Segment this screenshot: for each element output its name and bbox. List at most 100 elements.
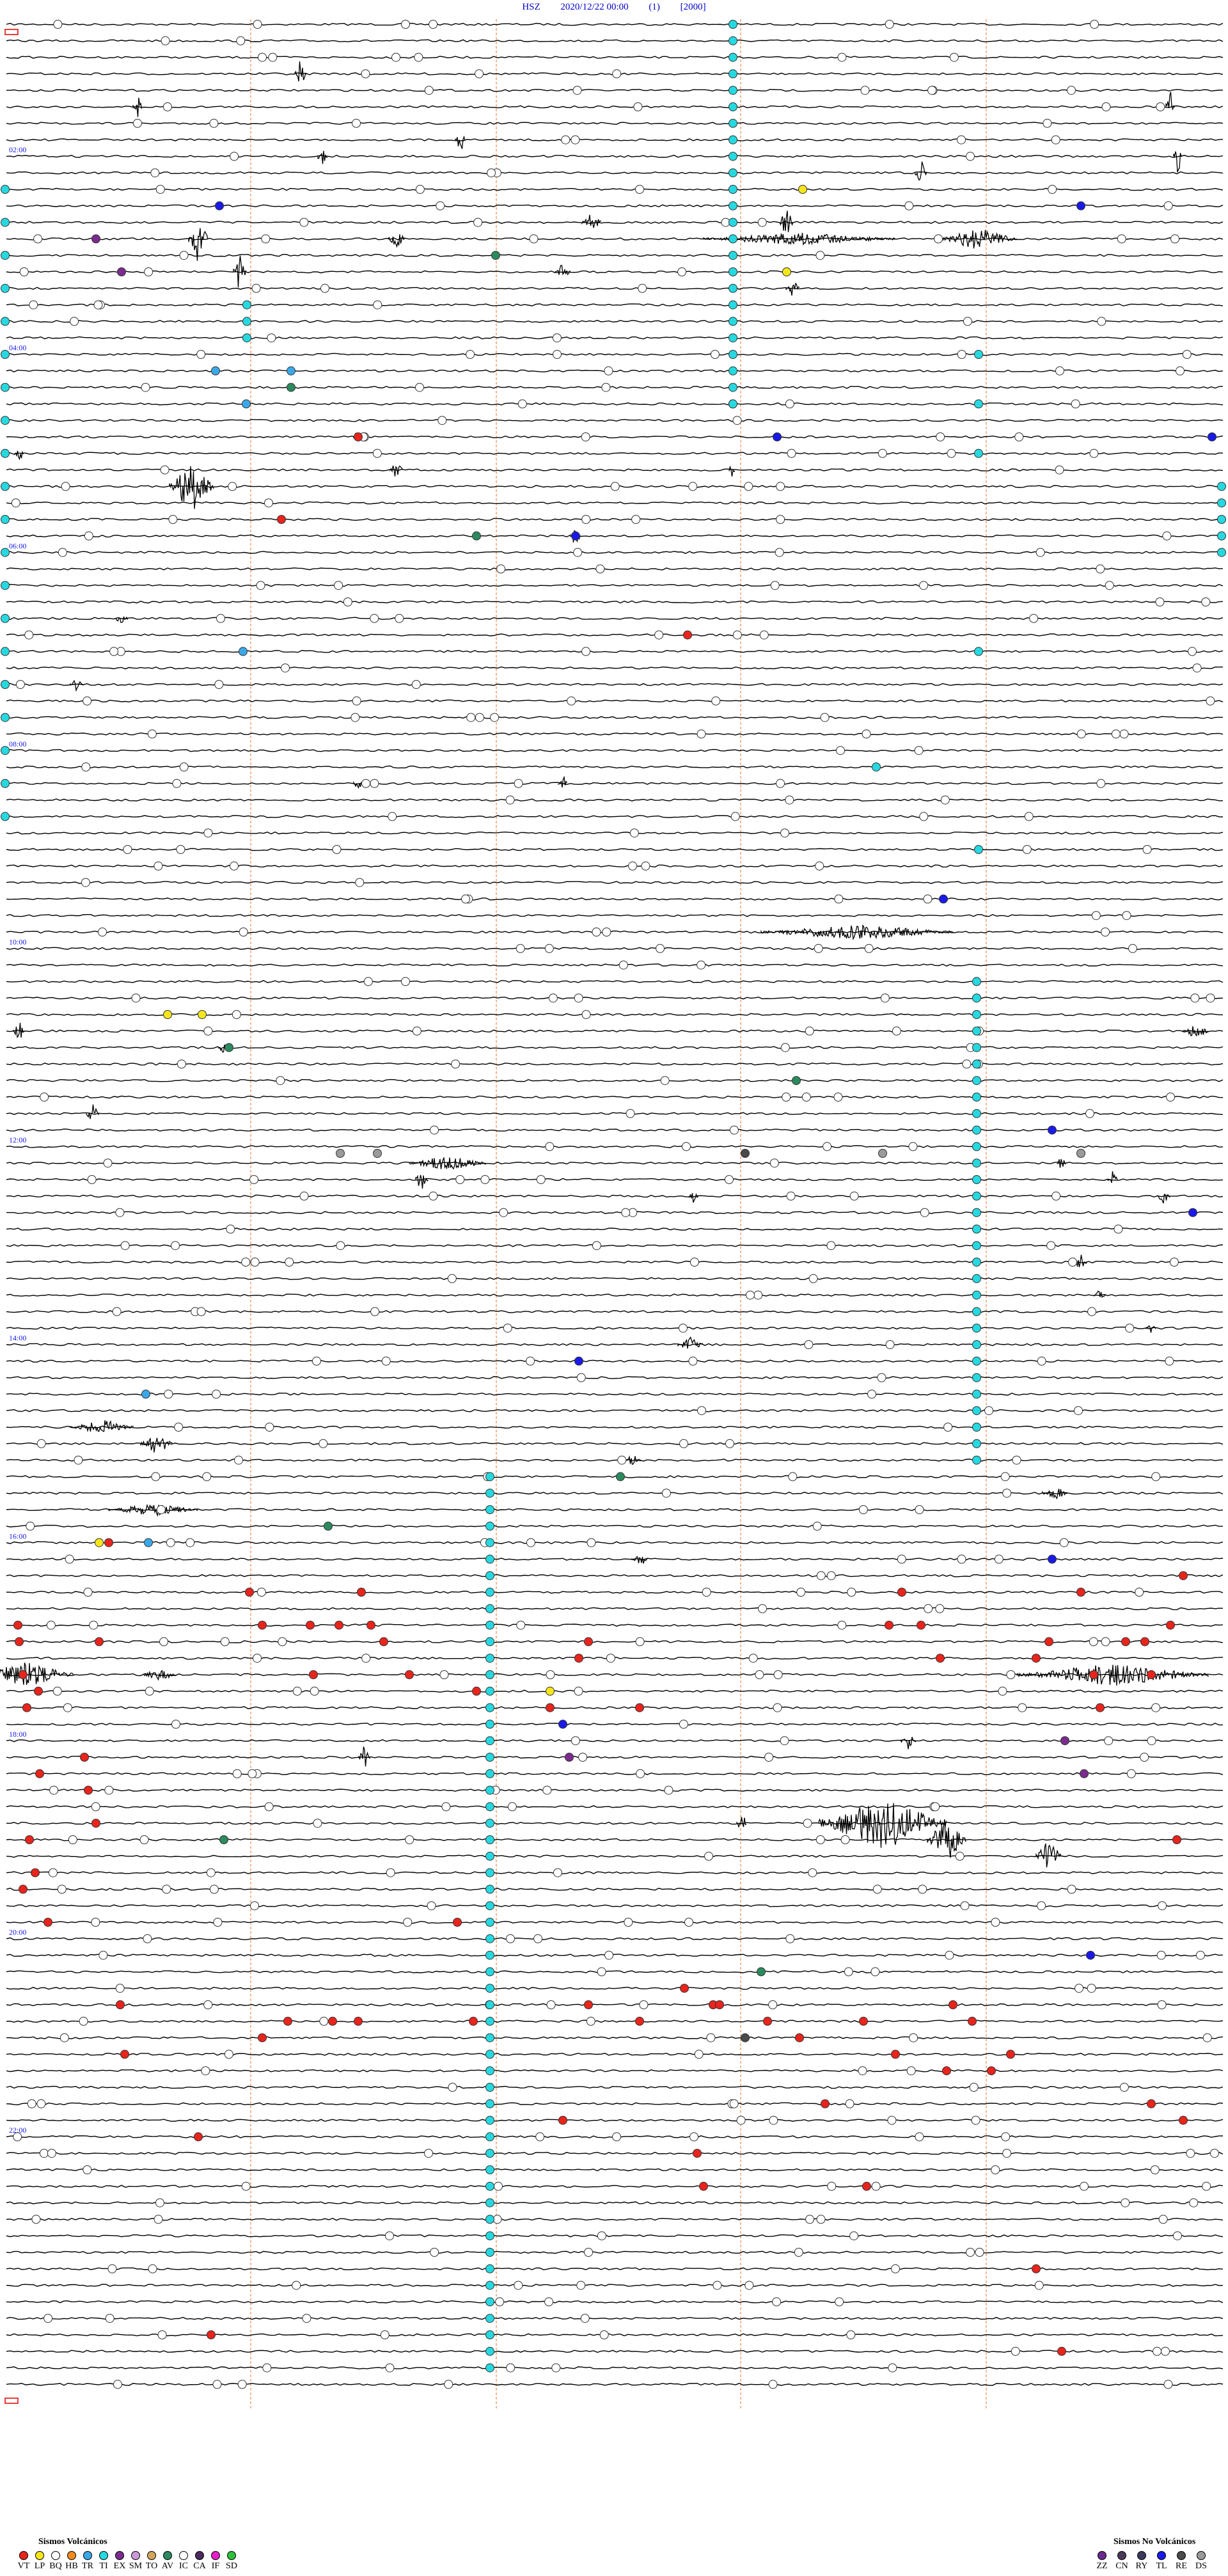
event-marker-131	[1155, 597, 1165, 606]
trace-row-85	[6, 1409, 1224, 1412]
legend-item-ic: IC	[173, 2551, 194, 2572]
trace-row-15	[6, 253, 1224, 257]
event-marker-500	[424, 2149, 434, 2158]
event-marker-764	[987, 2066, 996, 2076]
event-marker-178	[940, 795, 950, 805]
event-burst-49	[358, 1746, 371, 1767]
legend-swatch-cn	[1117, 2551, 1126, 2560]
event-marker-649	[485, 2000, 494, 2009]
event-marker-50	[757, 217, 767, 227]
event-burst-25	[760, 924, 954, 940]
trace-row-87	[6, 1442, 1224, 1446]
trace-row-16	[6, 270, 1224, 274]
event-marker-633	[485, 1736, 494, 1746]
event-marker-793	[1208, 432, 1216, 441]
trace-row-17	[6, 287, 1224, 290]
trace-row-136	[6, 2250, 1224, 2254]
event-marker-394	[578, 1753, 588, 1762]
event-marker-614	[972, 1423, 981, 1432]
event-marker-351	[1135, 1588, 1144, 1597]
event-marker-145	[109, 647, 119, 656]
trace-row-32	[6, 534, 1224, 538]
event-marker-395	[1140, 1753, 1149, 1762]
event-marker-37	[966, 152, 975, 161]
event-marker-626	[485, 1620, 494, 1630]
event-marker-81	[1176, 366, 1185, 375]
event-burst-50	[736, 1817, 747, 1828]
event-marker-536	[292, 2280, 301, 2290]
event-marker-606	[972, 1290, 981, 1300]
event-marker-3	[253, 20, 262, 29]
event-marker-759	[328, 2016, 337, 2026]
event-marker-483	[845, 2099, 854, 2108]
event-marker-679	[1, 416, 10, 425]
event-burst-54	[558, 775, 568, 788]
event-marker-639	[485, 1835, 494, 1844]
legend-swatch-ti	[99, 2551, 108, 2560]
event-burst-5	[1165, 91, 1175, 111]
event-marker-584	[728, 366, 737, 375]
event-marker-65	[320, 283, 329, 293]
event-marker-629	[485, 1670, 494, 1679]
event-marker-694	[1217, 515, 1226, 524]
event-marker-605	[972, 1274, 981, 1283]
event-marker-775	[763, 2016, 772, 2026]
event-marker-665	[485, 2264, 494, 2273]
event-marker-30	[1043, 118, 1052, 128]
event-marker-722	[306, 1620, 315, 1630]
event-marker-478	[1119, 2083, 1129, 2092]
event-marker-293	[196, 1307, 206, 1316]
trace-row-49	[6, 815, 1224, 818]
event-marker-432	[57, 1885, 67, 1894]
event-marker-652	[485, 2050, 494, 2059]
event-marker-730	[472, 1686, 481, 1696]
event-marker-21	[424, 86, 434, 95]
event-marker-414	[803, 1819, 812, 1828]
event-marker-195	[815, 861, 824, 871]
event-marker-731	[546, 1703, 555, 1712]
trace-row-23	[6, 386, 1224, 389]
event-marker-287	[447, 1274, 457, 1283]
event-marker-569	[728, 118, 737, 128]
event-marker-29	[132, 118, 142, 128]
event-burst-33	[1157, 1194, 1170, 1204]
event-marker-397	[232, 1769, 242, 1778]
event-marker-237	[962, 1059, 972, 1069]
event-marker-546	[599, 2330, 609, 2339]
event-marker-450	[1156, 1950, 1166, 1960]
event-marker-70	[70, 317, 79, 326]
event-burst-35	[1094, 1290, 1106, 1299]
event-marker-1	[1090, 20, 1099, 29]
event-marker-664	[485, 2248, 494, 2257]
event-marker-143	[581, 647, 591, 656]
event-marker-586	[728, 399, 737, 409]
event-marker-73	[552, 333, 562, 343]
event-marker-198	[355, 878, 365, 887]
trace-row-74	[6, 1228, 1224, 1231]
event-marker-14	[391, 52, 401, 62]
event-marker-444	[143, 1934, 152, 1943]
event-marker-692	[1217, 482, 1226, 491]
event-marker-42	[635, 185, 645, 194]
event-marker-724	[335, 1620, 343, 1630]
event-marker-518	[816, 2215, 826, 2224]
event-marker-469	[706, 2033, 716, 2043]
event-marker-741	[897, 1588, 906, 1597]
event-marker-298	[804, 1340, 814, 1349]
event-marker-207	[602, 928, 611, 936]
event-marker-702	[974, 448, 983, 458]
event-marker-134	[1029, 613, 1039, 623]
event-marker-439	[213, 1918, 223, 1927]
event-marker-529	[107, 2264, 117, 2273]
event-marker-545	[380, 2330, 390, 2339]
event-marker-194	[628, 861, 638, 871]
event-burst-19	[390, 465, 403, 477]
event-marker-701	[974, 399, 983, 409]
event-marker-792	[1086, 1950, 1095, 1960]
event-marker-296	[1125, 1324, 1135, 1333]
legend-swatch-ry	[1137, 2551, 1146, 2560]
event-marker-535	[514, 2280, 523, 2290]
event-marker-568	[728, 102, 737, 111]
legend-item-ex: EX	[109, 2551, 130, 2572]
event-marker-558	[237, 2380, 247, 2389]
